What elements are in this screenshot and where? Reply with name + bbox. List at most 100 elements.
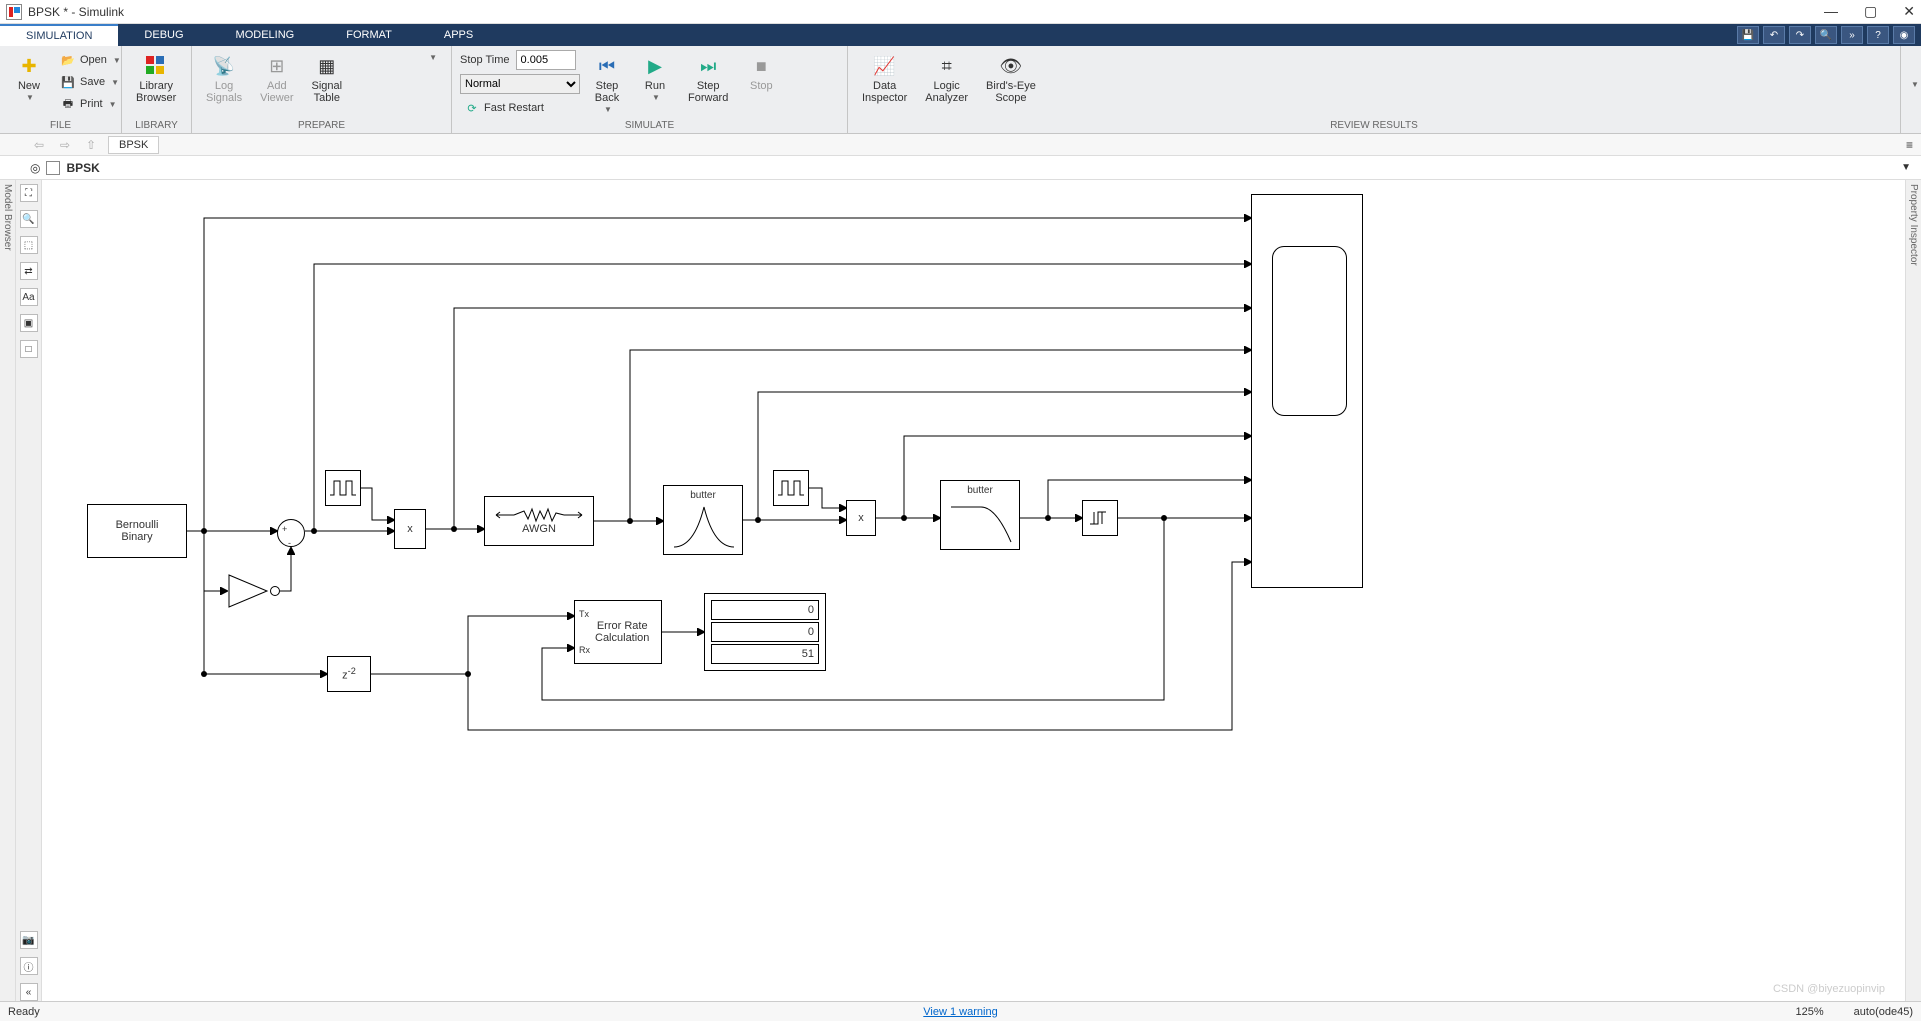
save-button[interactable]: 💾Save▼ bbox=[56, 72, 125, 92]
block-awgn[interactable]: AWGN bbox=[484, 496, 594, 546]
tool-fit-icon[interactable]: ⛶ bbox=[20, 184, 38, 202]
tool-snapshot-icon[interactable]: 📷 bbox=[20, 931, 38, 949]
close-button[interactable]: ✕ bbox=[1903, 3, 1915, 20]
tab-format[interactable]: FORMAT bbox=[320, 24, 418, 46]
step-forward-button[interactable]: ⏭Step Forward bbox=[682, 50, 734, 108]
breadcrumb-model[interactable]: BPSK bbox=[108, 136, 159, 154]
ribbon-group-library: Library Browser LIBRARY bbox=[122, 46, 192, 133]
main-area: Model Browser ⛶ 🔍 ⬚ ⇄ Aa ▣ □ 📷 ⓘ « Berno… bbox=[0, 180, 1921, 1001]
ribbon-group-prepare: 📡Log Signals ⊞Add Viewer ▦Signal Table ▼… bbox=[192, 46, 452, 133]
status-warning[interactable]: View 1 warning bbox=[923, 1006, 997, 1018]
group-label: PREPARE bbox=[192, 120, 451, 131]
model-target-icon[interactable]: ◎ bbox=[30, 161, 40, 175]
delay-label: z-2 bbox=[342, 666, 356, 682]
block-label: Bernoulli Binary bbox=[116, 519, 159, 543]
model-path[interactable]: BPSK bbox=[66, 161, 99, 175]
fastrestart-label: Fast Restart bbox=[484, 102, 544, 114]
run-button[interactable]: ▶Run▼ bbox=[634, 50, 676, 107]
model-bar: ◎ BPSK ▼ bbox=[0, 156, 1921, 180]
tool-zoom-icon[interactable]: 🔍 bbox=[20, 210, 38, 228]
property-inspector-tab[interactable]: Property Inspector bbox=[1905, 180, 1921, 1001]
la-label: Logic Analyzer bbox=[925, 80, 968, 104]
group-label: FILE bbox=[0, 120, 121, 131]
status-zoom[interactable]: 125% bbox=[1796, 1006, 1824, 1018]
ribbon-tabs: SIMULATION DEBUG MODELING FORMAT APPS 💾 … bbox=[0, 24, 1921, 46]
app-icon bbox=[6, 4, 22, 20]
erc-tx: Tx bbox=[579, 609, 589, 619]
window-title: BPSK * - Simulink bbox=[28, 5, 124, 19]
new-button[interactable]: ✚ New ▼ bbox=[8, 50, 50, 107]
block-lpf[interactable]: butter bbox=[940, 480, 1020, 550]
model-icon bbox=[46, 161, 60, 175]
tab-simulation[interactable]: SIMULATION bbox=[0, 24, 118, 46]
group-label: SIMULATE bbox=[452, 120, 847, 131]
mode-select[interactable]: Normal bbox=[460, 74, 580, 94]
model-browser-tab[interactable]: Model Browser bbox=[0, 180, 16, 1001]
block-gain[interactable] bbox=[227, 573, 271, 609]
crumb-menu-icon[interactable]: ≡ bbox=[1906, 138, 1913, 152]
ribbon-collapse[interactable]: ▼ bbox=[1901, 46, 1921, 133]
signal-table-button[interactable]: ▦Signal Table bbox=[306, 50, 349, 108]
stop-button[interactable]: ■Stop bbox=[740, 50, 782, 96]
minimize-button[interactable]: — bbox=[1824, 3, 1838, 20]
breadcrumb-bar: ⇦ ⇨ ⇧ BPSK ≡ bbox=[0, 134, 1921, 156]
birdseye-button[interactable]: 👁Bird's-Eye Scope bbox=[980, 50, 1042, 108]
disp-row: 0 bbox=[711, 600, 819, 620]
stepfwd-label: Step Forward bbox=[688, 80, 728, 104]
log-signals-button[interactable]: 📡Log Signals bbox=[200, 50, 248, 108]
lpf-icon bbox=[946, 497, 1016, 547]
step-back-button[interactable]: ⏮Step Back▼ bbox=[586, 50, 628, 119]
block-mult1[interactable]: x bbox=[394, 509, 426, 549]
tool-collapse-icon[interactable]: « bbox=[20, 983, 38, 1001]
qa-fullscreen-icon[interactable]: ◉ bbox=[1893, 26, 1915, 44]
tool-info-icon[interactable]: ⓘ bbox=[20, 957, 38, 975]
model-canvas[interactable]: Bernoulli Binary + - x AWGN butter x but… bbox=[42, 180, 1905, 1001]
qa-redo-icon[interactable]: ↷ bbox=[1789, 26, 1811, 44]
qa-more-icon[interactable]: » bbox=[1841, 26, 1863, 44]
prepare-expand-button[interactable]: ▼ bbox=[421, 50, 443, 67]
block-erc[interactable]: Tx Rx Error Rate Calculation bbox=[574, 600, 662, 664]
tool-pan-icon[interactable]: ⬚ bbox=[20, 236, 38, 254]
block-bernoulli[interactable]: Bernoulli Binary bbox=[87, 504, 187, 558]
nav-fwd-icon[interactable]: ⇨ bbox=[56, 136, 74, 154]
ribbon-group-simulate: Stop Time Normal ⟳Fast Restart ⏮Step Bac… bbox=[452, 46, 848, 133]
tool-arrow-icon[interactable]: ⇄ bbox=[20, 262, 38, 280]
log-label: Log Signals bbox=[206, 80, 242, 104]
block-relay[interactable] bbox=[1082, 500, 1118, 536]
qa-undo-icon[interactable]: ↶ bbox=[1763, 26, 1785, 44]
print-label: Print bbox=[80, 98, 103, 110]
library-browser-button[interactable]: Library Browser bbox=[130, 50, 182, 108]
model-dropdown-icon[interactable]: ▼ bbox=[1901, 162, 1911, 173]
new-icon: ✚ bbox=[17, 54, 41, 78]
data-inspector-button[interactable]: 📈Data Inspector bbox=[856, 50, 913, 108]
fast-restart-button[interactable]: ⟳Fast Restart bbox=[460, 98, 580, 118]
maximize-button[interactable]: ▢ bbox=[1864, 3, 1877, 20]
mult-label: x bbox=[858, 512, 864, 524]
open-label: Open bbox=[80, 54, 107, 66]
tab-apps[interactable]: APPS bbox=[418, 24, 499, 46]
tool-area-icon[interactable]: □ bbox=[20, 340, 38, 358]
block-pulse1[interactable] bbox=[325, 470, 361, 506]
qa-search-icon[interactable]: 🔍 bbox=[1815, 26, 1837, 44]
block-pulse2[interactable] bbox=[773, 470, 809, 506]
nav-up-icon[interactable]: ⇧ bbox=[82, 136, 100, 154]
nav-back-icon[interactable]: ⇦ bbox=[30, 136, 48, 154]
open-button[interactable]: 📂Open▼ bbox=[56, 50, 125, 70]
tool-annot-icon[interactable]: Aa bbox=[20, 288, 38, 306]
block-sum[interactable]: + - bbox=[277, 519, 305, 547]
add-viewer-button[interactable]: ⊞Add Viewer bbox=[254, 50, 299, 108]
block-display[interactable]: 0 0 51 bbox=[704, 593, 826, 671]
tab-debug[interactable]: DEBUG bbox=[118, 24, 209, 46]
print-button[interactable]: 🖶Print▼ bbox=[56, 94, 125, 114]
status-solver[interactable]: auto(ode45) bbox=[1854, 1006, 1913, 1018]
tool-img-icon[interactable]: ▣ bbox=[20, 314, 38, 332]
disp-row: 0 bbox=[711, 622, 819, 642]
block-mult2[interactable]: x bbox=[846, 500, 876, 536]
qa-help-icon[interactable]: ? bbox=[1867, 26, 1889, 44]
logic-analyzer-button[interactable]: ⌗Logic Analyzer bbox=[919, 50, 974, 108]
qa-save-icon[interactable]: 💾 bbox=[1737, 26, 1759, 44]
stoptime-input[interactable] bbox=[516, 50, 576, 70]
block-bpf[interactable]: butter bbox=[663, 485, 743, 555]
tab-modeling[interactable]: MODELING bbox=[210, 24, 321, 46]
block-delay[interactable]: z-2 bbox=[327, 656, 371, 692]
